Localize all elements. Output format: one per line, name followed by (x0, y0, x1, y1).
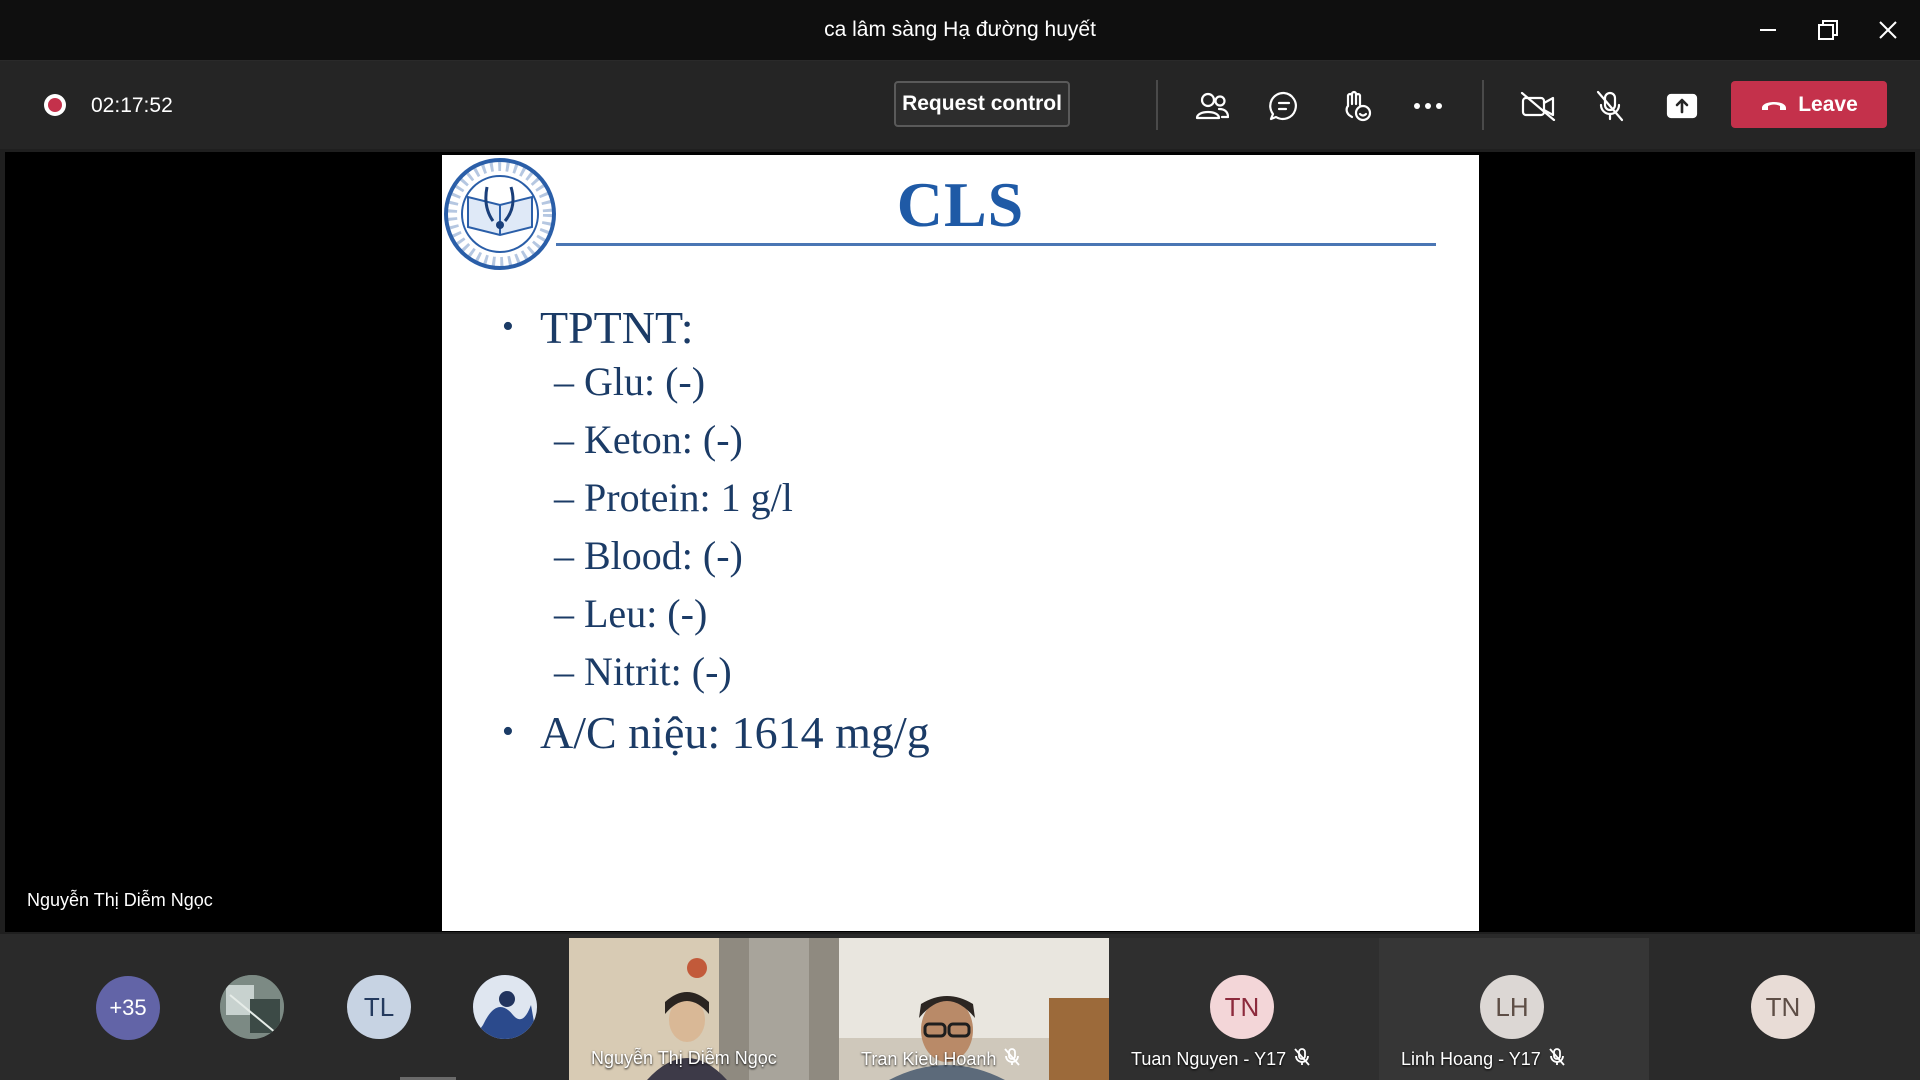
reactions-button[interactable] (1333, 83, 1379, 129)
leave-button[interactable]: Leave (1731, 81, 1887, 128)
close-icon (1879, 21, 1897, 39)
bullet-item: • A/C niệu: 1614 mg/g (502, 707, 930, 758)
participant-video-feed (569, 938, 839, 1080)
recording-timer: 02:17:52 (91, 94, 173, 117)
sub-item: – Protein: 1 g/l (554, 475, 793, 520)
participant-name-text: Nguyễn Thị Diễm Ngọc (591, 1048, 777, 1068)
participant-tile[interactable]: LH Linh Hoang - Y17 (1379, 938, 1649, 1080)
more-options-icon (1414, 103, 1442, 109)
participant-initials-avatar: LH (1480, 975, 1544, 1039)
chat-icon (1269, 91, 1297, 121)
chat-button[interactable] (1261, 83, 1307, 129)
participant-name: Nguyễn Thị Diễm Ngọc (591, 1048, 777, 1069)
bullet-item: • TPTNT: (502, 302, 694, 353)
bullet-text: TPTNT: (540, 302, 694, 353)
restore-icon (1818, 20, 1838, 40)
share-screen-icon (1666, 93, 1698, 119)
window-title-bar: ca lâm sàng Hạ đường huyết (0, 0, 1920, 61)
more-options-button[interactable] (1405, 83, 1451, 129)
participant-video-tile[interactable]: Tran Kieu Hoanh (839, 938, 1109, 1080)
participant-name-text: Tuan Nguyen - Y17 (1131, 1049, 1287, 1069)
minimize-icon (1760, 29, 1776, 31)
mic-off-icon (1549, 1048, 1565, 1071)
participant-name-text: Tran Kieu Hoanh (861, 1049, 997, 1069)
participant-avatar-photo[interactable] (220, 975, 284, 1039)
slide-title: CLS (896, 169, 1025, 240)
raise-hand-icon (1345, 90, 1372, 122)
camera-off-icon (1520, 91, 1556, 121)
mic-off-icon (1294, 1048, 1310, 1071)
participant-video-feed (839, 938, 1109, 1080)
window-title: ca lâm sàng Hạ đường huyết (824, 18, 1096, 41)
participant-avatar-initials[interactable]: TN (1751, 975, 1815, 1039)
hang-up-icon (1762, 101, 1787, 110)
sub-item: – Glu: (-) (554, 359, 706, 404)
participant-tile[interactable]: TN Tuan Nguyen - Y17 (1109, 938, 1379, 1080)
participants-button[interactable] (1189, 83, 1235, 129)
mic-toggle-button[interactable] (1587, 83, 1633, 129)
camera-toggle-button[interactable] (1515, 83, 1561, 129)
participant-avatar-initials[interactable]: TL (347, 975, 411, 1039)
leave-label: Leave (1798, 92, 1858, 116)
sub-item: – Keton: (-) (554, 417, 743, 462)
participant-name: Tuan Nguyen - Y17 (1131, 1048, 1310, 1071)
avatar-photo-image (220, 975, 284, 1039)
participant-initials-avatar: TN (1210, 975, 1274, 1039)
participant-video-tile[interactable]: Nguyễn Thị Diễm Ngọc (569, 938, 839, 1080)
toolbar-divider (1156, 80, 1158, 130)
request-control-button[interactable]: Request control (894, 81, 1070, 127)
overflow-participants-button[interactable]: +35 (96, 976, 160, 1040)
bullet-text: A/C niệu: 1614 mg/g (540, 707, 930, 758)
participant-name: Tran Kieu Hoanh (861, 1048, 1021, 1071)
participant-avatar-photo[interactable] (473, 975, 537, 1039)
participant-name-text: Linh Hoang - Y17 (1401, 1049, 1541, 1069)
restore-button[interactable] (1808, 12, 1848, 48)
participant-name: Linh Hoang - Y17 (1401, 1048, 1565, 1071)
university-logo (444, 158, 556, 270)
sub-item: – Leu: (-) (554, 591, 708, 636)
shared-slide: CLS • TPTNT: – Glu: (-) – Keton: (-) – Pr… (442, 155, 1479, 931)
mic-off-icon (1004, 1048, 1021, 1071)
mic-off-icon (1596, 90, 1624, 122)
avatar-photo-image (473, 975, 537, 1039)
sub-item: – Blood: (-) (554, 533, 743, 578)
sub-item: – Nitrit: (-) (554, 649, 732, 694)
minimize-button[interactable] (1748, 12, 1788, 48)
recording-icon (44, 94, 66, 116)
close-button[interactable] (1868, 12, 1908, 48)
strip-scroll-indicator[interactable] (400, 1077, 456, 1080)
presenter-name: Nguyễn Thị Diễm Ngọc (27, 890, 213, 910)
title-underline (556, 243, 1436, 246)
toolbar-divider (1482, 80, 1484, 130)
share-screen-button[interactable] (1659, 83, 1705, 129)
people-icon (1195, 92, 1229, 120)
